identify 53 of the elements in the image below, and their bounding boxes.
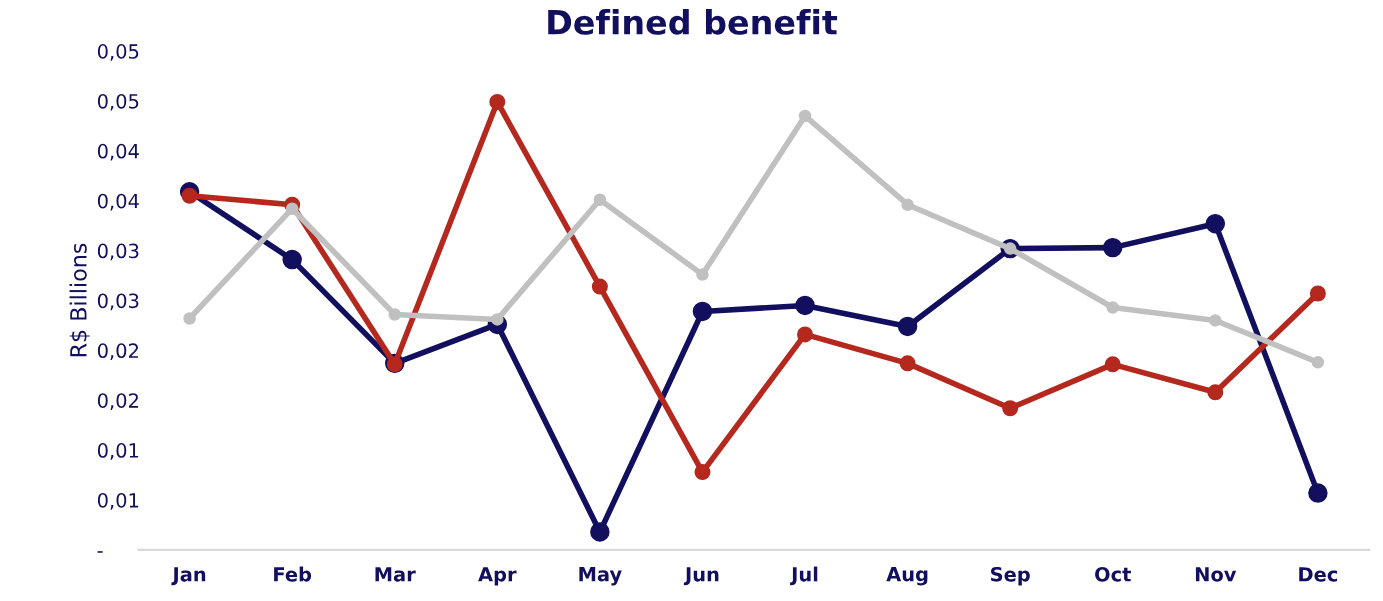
- y-tick-label: 0,02: [97, 393, 138, 410]
- point: [1205, 213, 1226, 234]
- y-tick-label: 0,04: [97, 193, 139, 211]
- point: [183, 312, 196, 325]
- point: [1311, 356, 1325, 369]
- point: [696, 268, 709, 281]
- y-tick-label: 0,05: [97, 44, 139, 61]
- y-tick-label: 0,05: [97, 93, 139, 111]
- y-tick-label: 0,01: [97, 492, 139, 510]
- chart-title: Defined benefit: [548, 9, 838, 35]
- point: [897, 316, 918, 337]
- point: [285, 202, 299, 215]
- point: [591, 278, 608, 295]
- point: [798, 109, 812, 123]
- y-tick-label: 0,03: [97, 293, 139, 311]
- x-tick-label: Apr: [478, 567, 517, 586]
- x-tick-label: Jun: [683, 567, 719, 586]
- x-tick-label: Sep: [991, 566, 1030, 586]
- point: [181, 187, 198, 204]
- point: [901, 198, 914, 211]
- x-tick-label: Jan: [171, 567, 206, 586]
- y-axis-title: R$ Billions: [69, 243, 90, 357]
- y-tick-label: 0,04: [97, 143, 139, 161]
- point: [797, 326, 814, 343]
- point: [388, 308, 401, 321]
- point: [489, 93, 506, 110]
- y-tick-label: 0,01: [97, 443, 139, 460]
- point: [1103, 237, 1123, 258]
- point: [1106, 301, 1119, 314]
- point: [899, 355, 916, 372]
- point: [692, 301, 713, 322]
- y-tick-label: 0,02: [97, 343, 138, 361]
- point: [1002, 400, 1019, 417]
- point: [1209, 314, 1222, 327]
- point: [1308, 483, 1328, 503]
- x-tick-label: Dec: [1299, 567, 1338, 582]
- point: [795, 295, 815, 316]
- x-tick-label: May: [579, 567, 622, 586]
- point: [1207, 384, 1224, 401]
- x-tick-label: Mar: [375, 567, 416, 582]
- y-tick-label: -: [97, 551, 103, 553]
- point: [282, 249, 302, 270]
- point: [1104, 356, 1121, 373]
- point: [593, 193, 607, 206]
- y-tick-label: 0,03: [97, 243, 139, 261]
- point: [694, 464, 711, 481]
- x-tick-label: Feb: [274, 566, 312, 582]
- x-tick-label: Jul: [790, 566, 818, 586]
- point: [590, 522, 610, 542]
- x-tick-label: Nov: [1195, 567, 1237, 582]
- x-tick-label: Aug: [886, 567, 928, 586]
- point: [1309, 285, 1326, 302]
- x-tick-label: Oct: [1095, 566, 1131, 582]
